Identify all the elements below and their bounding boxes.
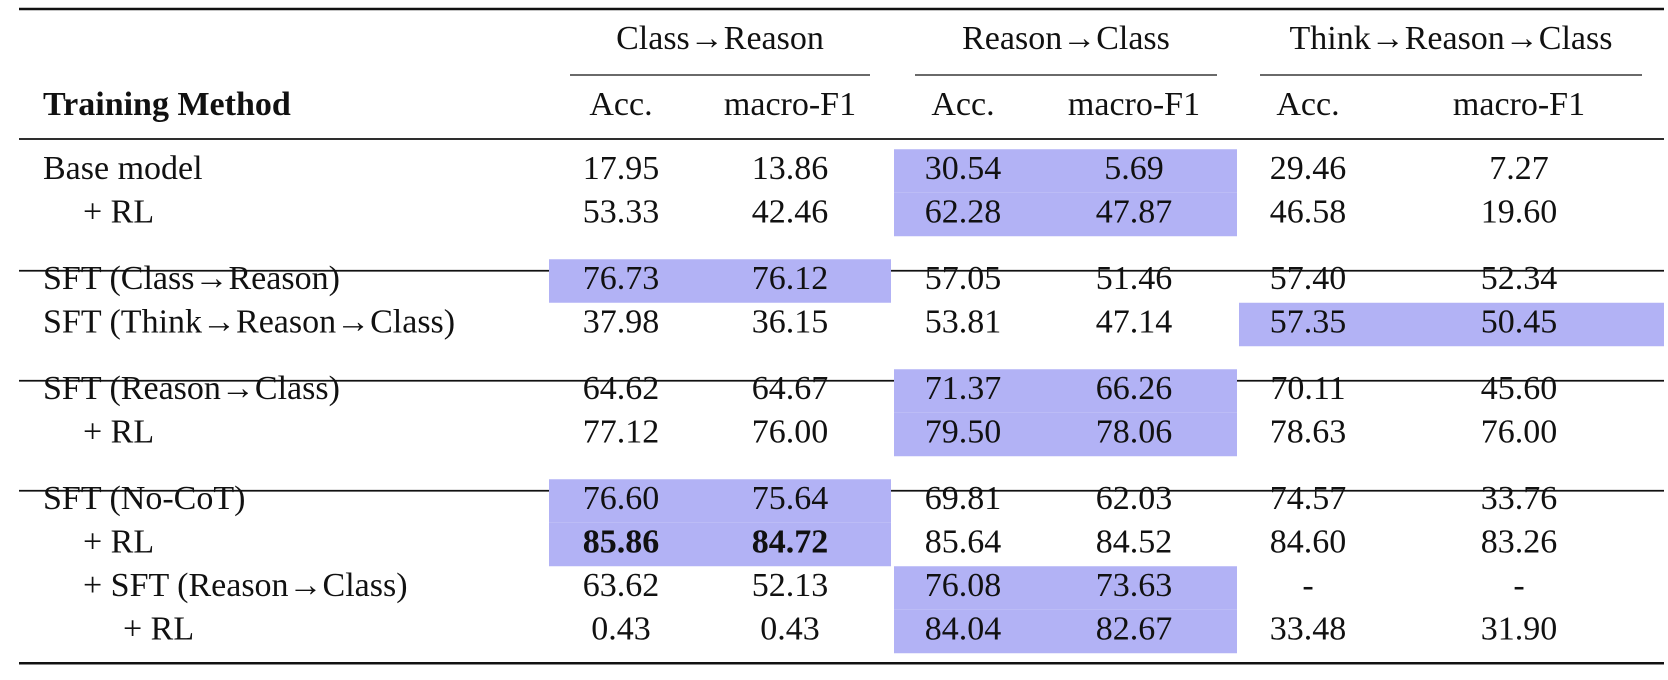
group-header: Think→Reason→Class xyxy=(1290,20,1613,57)
cell: 51.46 xyxy=(1096,260,1173,297)
cell: 57.35 xyxy=(1270,303,1347,340)
column-header: Acc. xyxy=(1276,86,1339,123)
cell: 79.50 xyxy=(925,413,1002,450)
cell: 37.98 xyxy=(583,303,660,340)
header-label: Training Method xyxy=(43,86,291,123)
cell: 78.06 xyxy=(1096,413,1173,450)
row-label: SFT (Class→Reason) xyxy=(43,260,340,297)
cell: - xyxy=(1302,567,1313,604)
cell: 7.27 xyxy=(1489,150,1549,187)
cell: 84.72 xyxy=(752,523,829,560)
cell: 47.87 xyxy=(1096,193,1173,230)
cell: 33.48 xyxy=(1270,610,1347,647)
cell: 73.63 xyxy=(1096,567,1173,604)
cell: 76.08 xyxy=(925,567,1002,604)
cell: 84.60 xyxy=(1270,523,1347,560)
highlight xyxy=(894,566,1237,610)
cell: 47.14 xyxy=(1096,303,1173,340)
highlight xyxy=(894,192,1237,237)
column-header: Acc. xyxy=(931,86,994,123)
column-header: macro-F1 xyxy=(1453,86,1585,123)
cell: 85.86 xyxy=(583,523,660,560)
cell: 83.26 xyxy=(1481,523,1558,560)
row-label: SFT (Think→Reason→Class) xyxy=(43,303,455,340)
cell: 76.60 xyxy=(583,480,660,517)
cell: 17.95 xyxy=(583,150,660,187)
highlight xyxy=(894,609,1237,654)
cell: 71.37 xyxy=(925,370,1002,407)
cell: 31.90 xyxy=(1481,610,1558,647)
column-header: macro-F1 xyxy=(1068,86,1200,123)
cell: 69.81 xyxy=(925,480,1002,517)
cell: 78.63 xyxy=(1270,413,1347,450)
cell: 29.46 xyxy=(1270,150,1347,187)
cell: 36.15 xyxy=(752,303,829,340)
row-label: SFT (Reason→Class) xyxy=(43,370,340,407)
row-label: + RL xyxy=(83,523,154,560)
cell: 5.69 xyxy=(1104,150,1164,187)
highlight xyxy=(894,369,1237,413)
group-header: Reason→Class xyxy=(962,20,1170,57)
cell: 57.05 xyxy=(925,260,1002,297)
cell: 0.43 xyxy=(760,610,820,647)
cell: 53.81 xyxy=(925,303,1002,340)
cell: 76.00 xyxy=(1481,413,1558,450)
highlight xyxy=(1239,302,1664,347)
group-header: Class→Reason xyxy=(616,20,824,57)
cell: 76.00 xyxy=(752,413,829,450)
cell: 52.34 xyxy=(1481,260,1558,297)
highlight xyxy=(549,259,891,303)
cell: 52.13 xyxy=(752,567,829,604)
row-label: + SFT (Reason→Class) xyxy=(83,567,408,604)
highlight xyxy=(549,479,891,523)
cell: 46.58 xyxy=(1270,193,1347,230)
highlight xyxy=(549,522,891,567)
cell: 62.03 xyxy=(1096,480,1173,517)
cell: 74.57 xyxy=(1270,480,1347,517)
cell: - xyxy=(1513,567,1524,604)
cell: 45.60 xyxy=(1481,370,1558,407)
column-header: macro-F1 xyxy=(724,86,856,123)
highlight xyxy=(894,412,1237,457)
column-header: Acc. xyxy=(589,86,652,123)
cell: 53.33 xyxy=(583,193,660,230)
cell: 76.12 xyxy=(752,260,829,297)
cell: 84.52 xyxy=(1096,523,1173,560)
cell: 84.04 xyxy=(925,610,1002,647)
cell: 75.64 xyxy=(752,480,829,517)
cell: 13.86 xyxy=(752,150,829,187)
cell: 0.43 xyxy=(591,610,651,647)
cell: 66.26 xyxy=(1096,370,1173,407)
cell: 19.60 xyxy=(1481,193,1558,230)
cell: 85.64 xyxy=(925,523,1002,560)
row-label: Base model xyxy=(43,150,203,187)
row-label: + RL xyxy=(83,193,154,230)
cell: 50.45 xyxy=(1481,303,1558,340)
cell: 33.76 xyxy=(1481,480,1558,517)
cell: 57.40 xyxy=(1270,260,1347,297)
row-label: SFT (No-CoT) xyxy=(43,480,245,517)
cell: 62.28 xyxy=(925,193,1002,230)
cell: 63.62 xyxy=(583,567,660,604)
cell: 42.46 xyxy=(752,193,829,230)
cell: 77.12 xyxy=(583,413,660,450)
cell: 70.11 xyxy=(1270,370,1345,407)
row-label: + RL xyxy=(83,413,154,450)
cell: 76.73 xyxy=(583,260,660,297)
cell: 64.67 xyxy=(752,370,829,407)
cell: 64.62 xyxy=(583,370,660,407)
highlight xyxy=(894,149,1237,193)
cell: 30.54 xyxy=(925,150,1002,187)
row-label: + RL xyxy=(123,610,194,647)
cell: 82.67 xyxy=(1096,610,1173,647)
